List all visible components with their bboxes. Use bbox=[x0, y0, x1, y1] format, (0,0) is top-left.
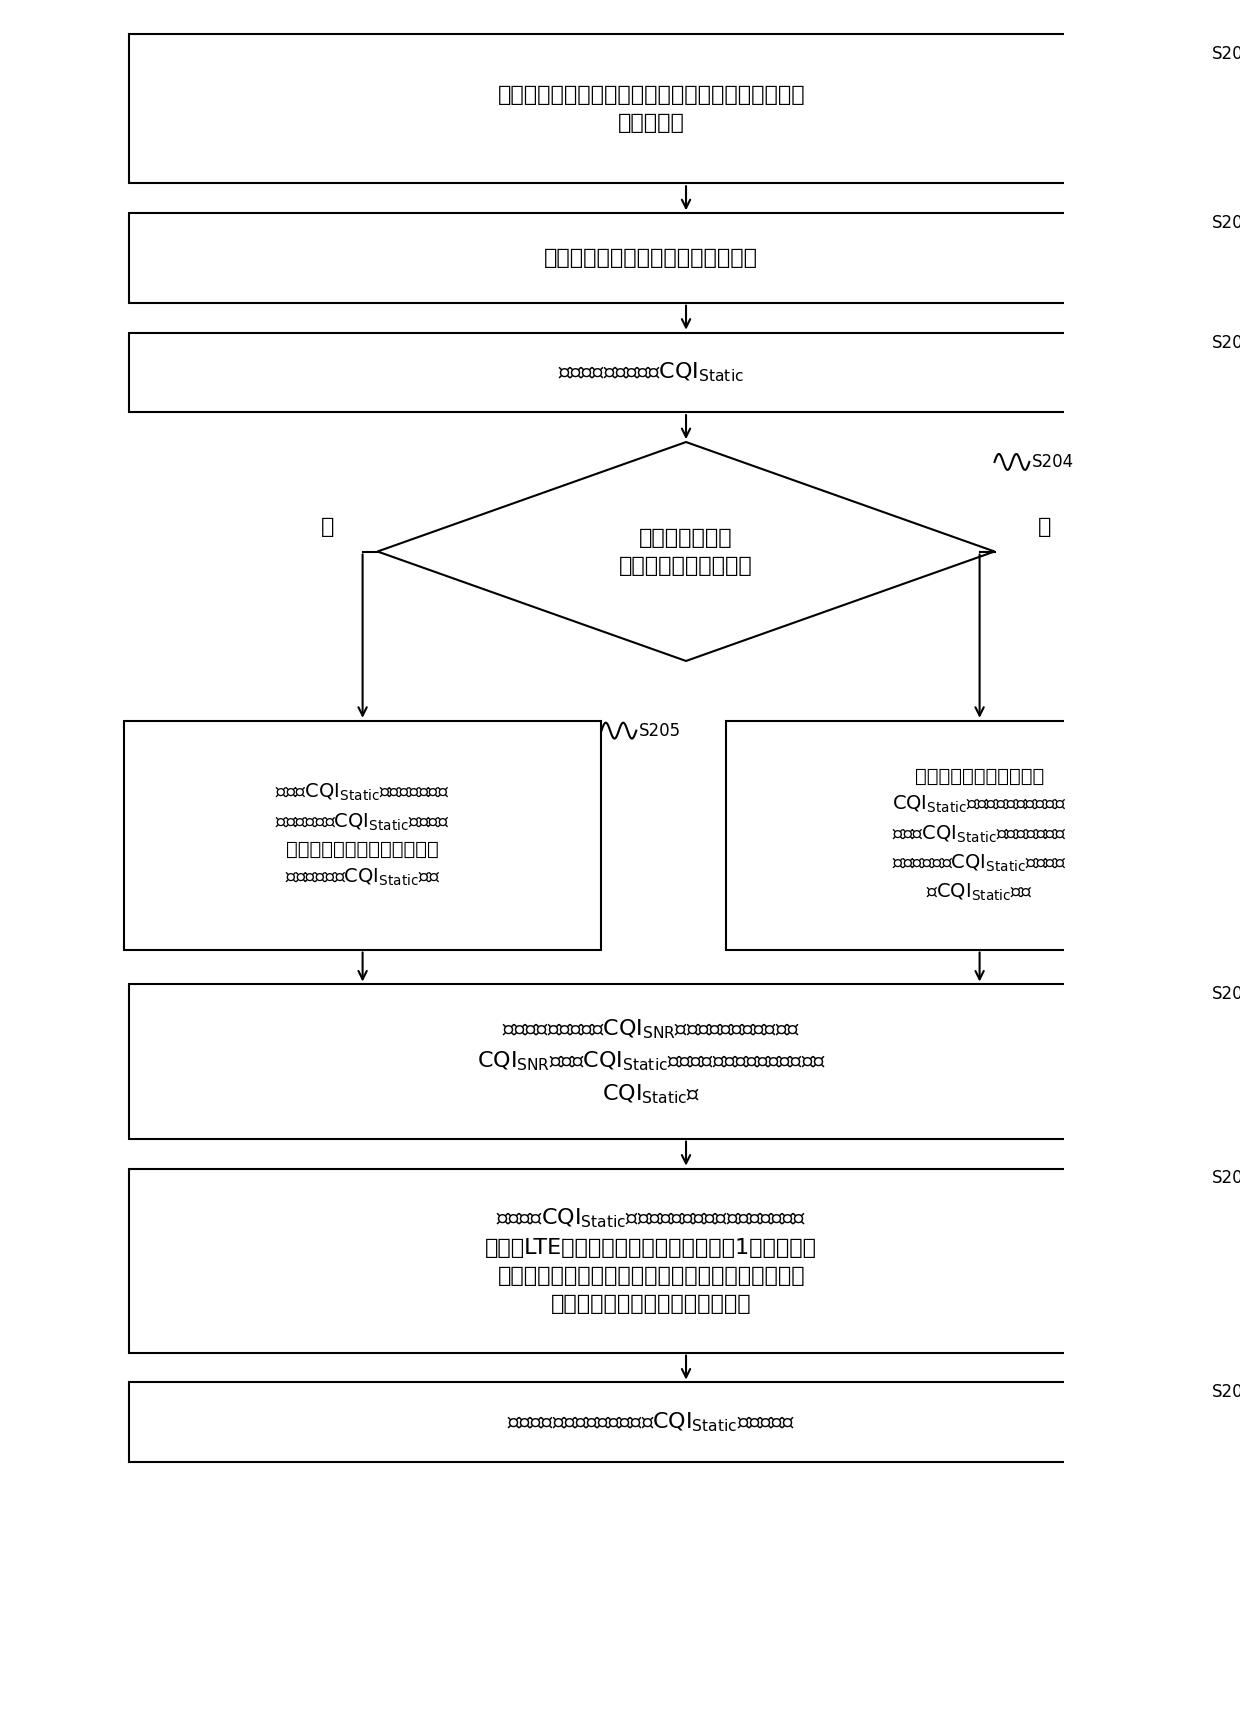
Text: 否: 否 bbox=[1038, 516, 1052, 537]
Text: 是: 是 bbox=[321, 516, 335, 537]
Bar bbox=[129, 332, 1173, 413]
Bar bbox=[129, 984, 1173, 1139]
Text: S209: S209 bbox=[1211, 1384, 1240, 1401]
Text: 统计当前物理下行共享信道的误块率: 统计当前物理下行共享信道的误块率 bbox=[544, 248, 758, 268]
Text: 所述误块率是否
大于或等于误块率阈值: 所述误块率是否 大于或等于误块率阈值 bbox=[619, 528, 753, 575]
Text: S208: S208 bbox=[1211, 1170, 1240, 1187]
Text: 获取信道质量指示值CQI$_\mathrm{Static}$: 获取信道质量指示值CQI$_\mathrm{Static}$ bbox=[558, 361, 744, 384]
Text: 获取信道质量检测值CQI$_\mathrm{SNR}$，将所述信道质量检测值
CQI$_\mathrm{SNR}$与所述CQI$_\mathrm{Static}: 获取信道质量检测值CQI$_\mathrm{SNR}$，将所述信道质量检测值 C… bbox=[477, 1017, 826, 1107]
Bar bbox=[129, 1169, 1173, 1353]
Text: 根据基站要求，将最新的所述CQI$_\mathrm{Static}$上报给基站: 根据基站要求，将最新的所述CQI$_\mathrm{Static}$上报给基站 bbox=[507, 1411, 795, 1434]
Text: S202: S202 bbox=[1211, 213, 1240, 232]
Text: S207: S207 bbox=[1211, 986, 1240, 1003]
Text: 在对所述CQI$_\mathrm{Static}$进行调整后，将状态计数器置零；每
隔一个LTE子帧将所述状态计数器的值加1，在所述状
态计数器的值大于时间间隔: 在对所述CQI$_\mathrm{Static}$进行调整后，将状态计数器置零；… bbox=[485, 1206, 817, 1315]
Text: S203: S203 bbox=[1211, 334, 1240, 351]
Text: S201: S201 bbox=[1211, 45, 1240, 64]
Text: S204: S204 bbox=[1033, 453, 1075, 472]
Bar bbox=[124, 721, 601, 950]
Text: 在操作标志位复位且所述
CQI$_\mathrm{Static}$小于第二质量阈值时，
将所述CQI$_\mathrm{Static}$上调第二阈值作
为当前信: 在操作标志位复位且所述 CQI$_\mathrm{Static}$小于第二质量阈… bbox=[893, 768, 1066, 904]
Polygon shape bbox=[377, 442, 994, 661]
Bar bbox=[129, 213, 1173, 303]
Bar bbox=[725, 721, 1234, 950]
Text: 对所述信道环境进行检测，以保证所述信道环境为静
态信道环境: 对所述信道环境进行检测，以保证所述信道环境为静 态信道环境 bbox=[497, 84, 805, 133]
Bar bbox=[129, 34, 1173, 184]
Bar bbox=[129, 1382, 1173, 1463]
Text: 在所述CQI$_\mathrm{Static}$大于第一质量阈
值时，将所述CQI$_\mathrm{Static}$下调第一
阈值，并将操作标志为置位；
否则: 在所述CQI$_\mathrm{Static}$大于第一质量阈 值时，将所述CQ… bbox=[275, 781, 450, 888]
Text: S205: S205 bbox=[640, 721, 681, 740]
